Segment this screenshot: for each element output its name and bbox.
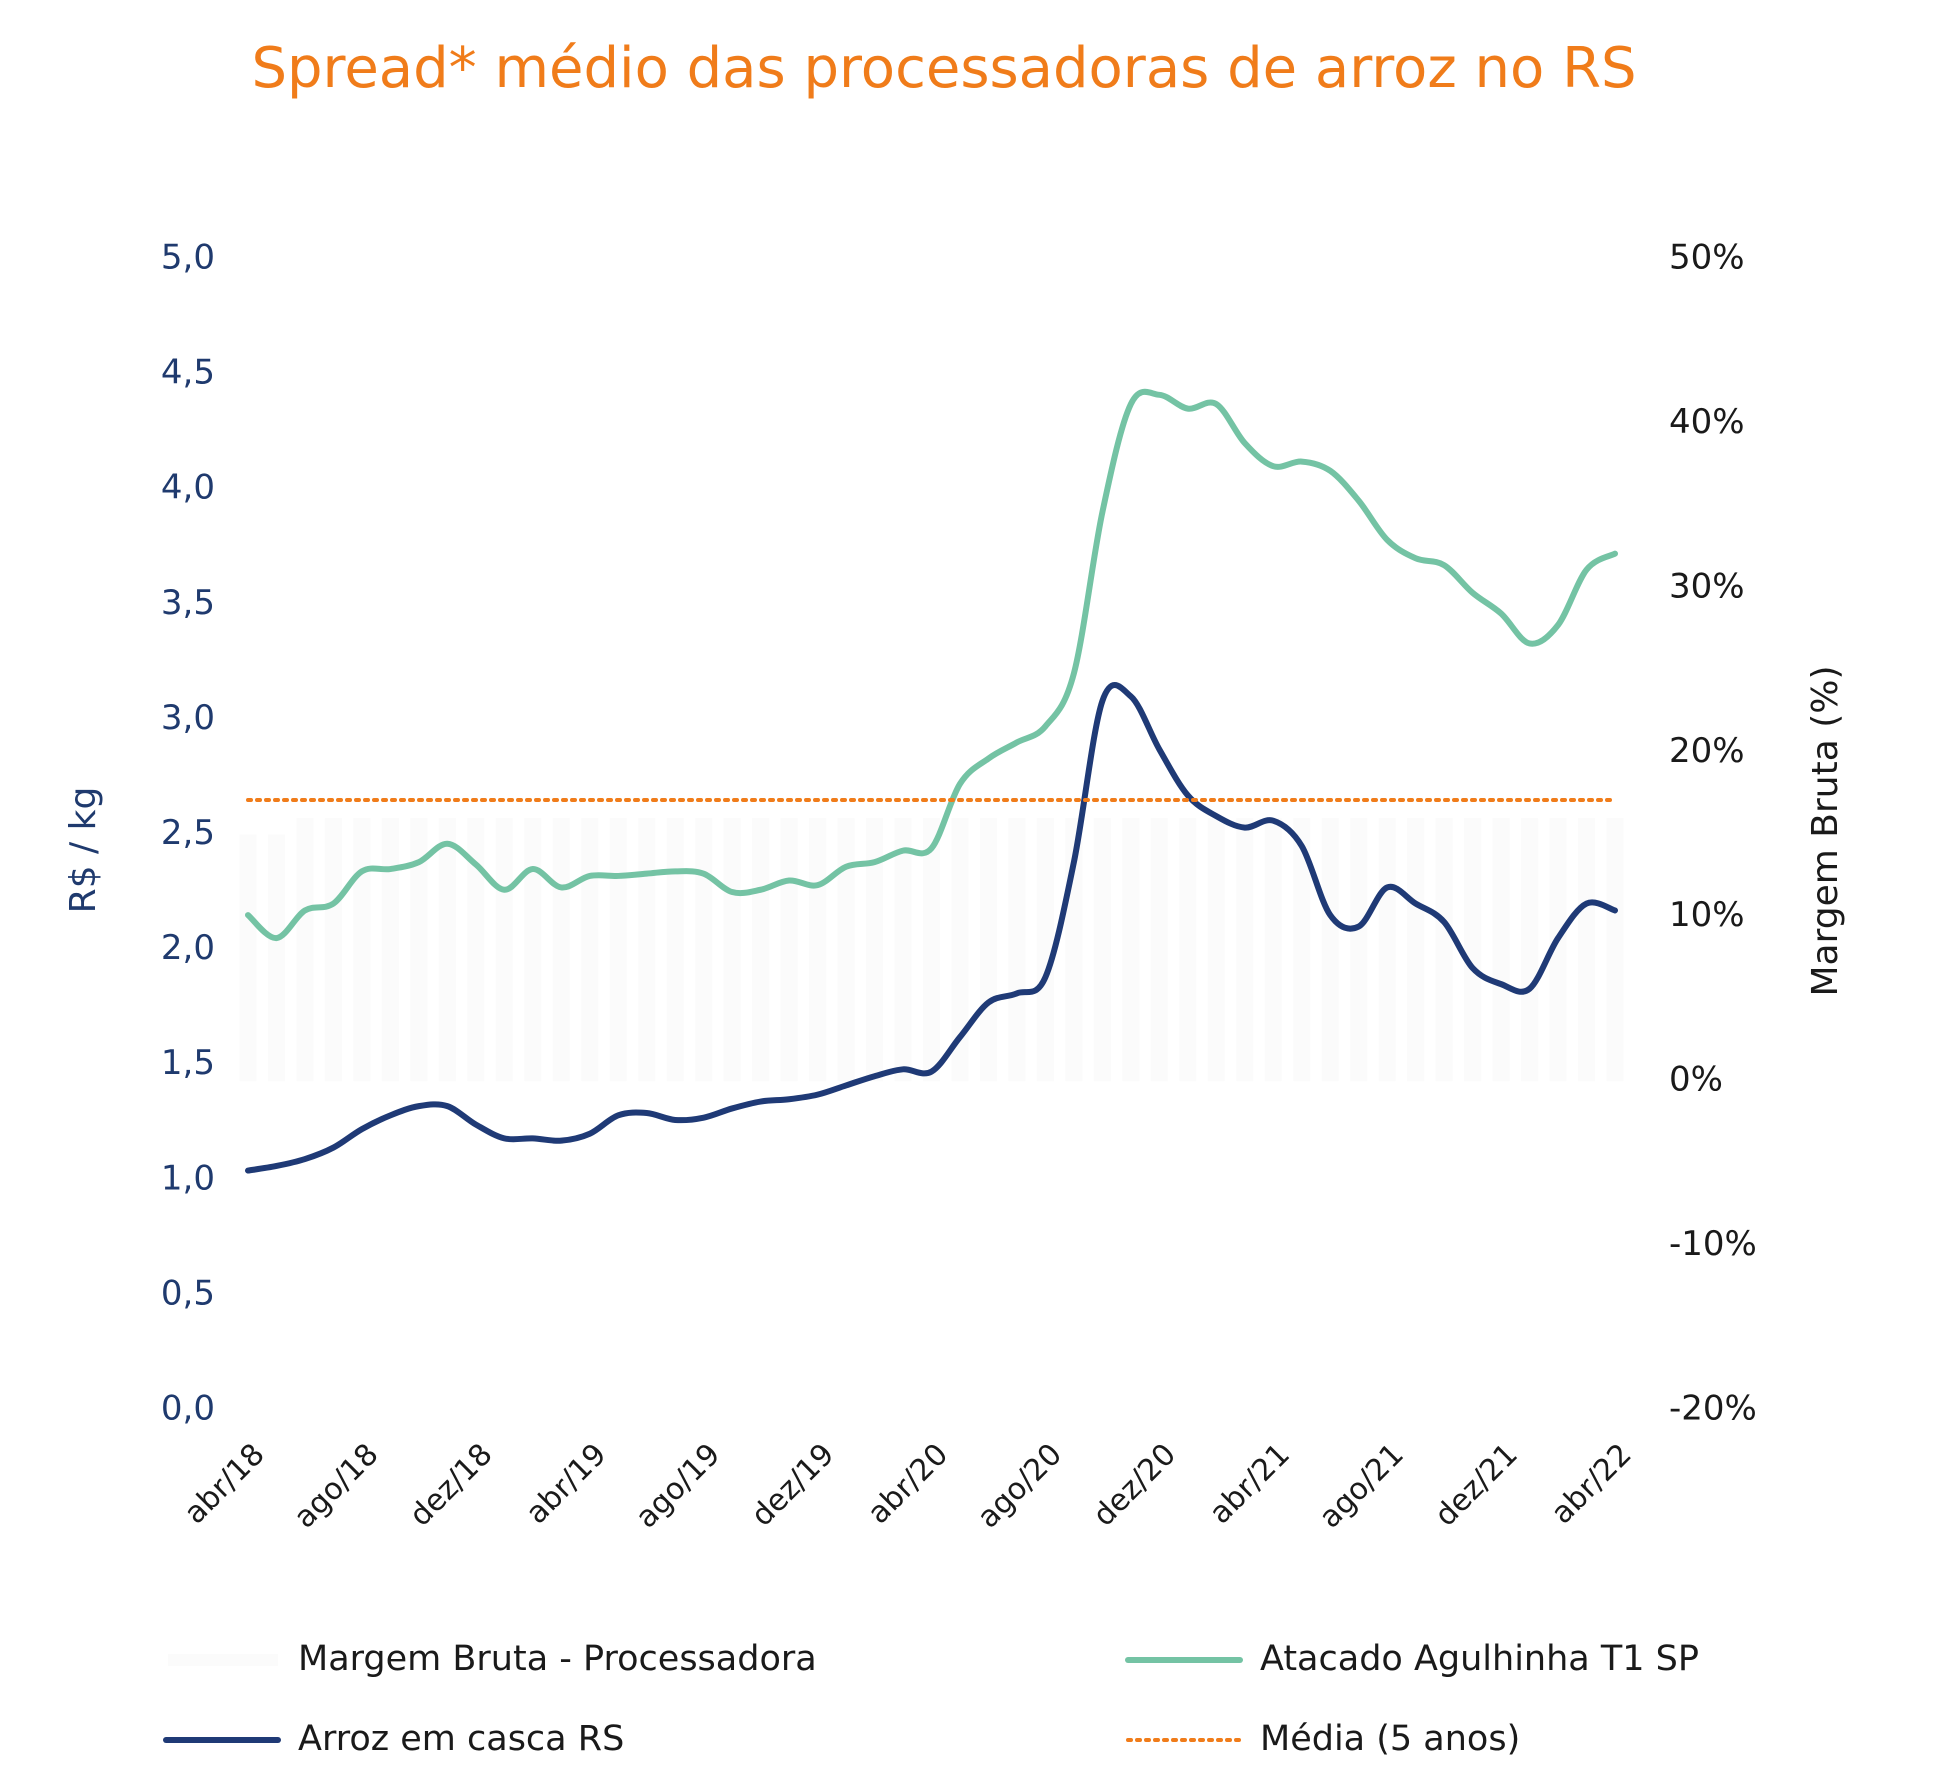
x-tick-label: dez/20 <box>1086 1437 1183 1534</box>
bar <box>438 818 456 1082</box>
bar <box>1293 818 1311 1082</box>
x-tick-label: abr/19 <box>519 1437 613 1531</box>
y-tick-label: 2,0 <box>161 928 215 968</box>
chart-title: Spread* médio das processadoras de arroz… <box>251 36 1636 101</box>
y2-tick-label: 20% <box>1669 731 1745 771</box>
bar <box>695 818 713 1082</box>
x-tick-label: ago/20 <box>971 1437 1069 1535</box>
y-tick-label: 4,5 <box>161 353 215 393</box>
bar <box>1008 818 1026 1082</box>
bar <box>1321 818 1339 1082</box>
bar <box>1122 818 1140 1082</box>
legend-label: Média (5 anos) <box>1260 1719 1520 1759</box>
bar <box>1577 818 1596 1082</box>
y2-tick-label: -10% <box>1669 1224 1757 1264</box>
bar <box>1407 818 1425 1082</box>
legend-swatch <box>168 1654 278 1666</box>
y-tick-label: 0,5 <box>161 1273 215 1313</box>
y2-tick-label: 50% <box>1669 238 1745 278</box>
bar <box>1521 818 1539 1082</box>
legend-label: Atacado Agulhinha T1 SP <box>1260 1639 1699 1679</box>
bar <box>1093 818 1111 1082</box>
y-tick-label: 4,0 <box>161 468 215 508</box>
line <box>245 682 1618 1174</box>
y2-axis-label: Margem Bruta (%) <box>1805 665 1846 996</box>
x-tick-label: abr/21 <box>1203 1437 1297 1531</box>
bar <box>723 818 741 1082</box>
bar <box>979 818 998 1082</box>
bar <box>1549 818 1567 1082</box>
bar <box>922 818 941 1082</box>
bar <box>324 818 342 1082</box>
y2-tick-label: 30% <box>1669 566 1745 606</box>
bar <box>752 818 770 1082</box>
bar <box>495 818 513 1082</box>
y2-tick-label: -20% <box>1669 1389 1757 1429</box>
x-tick-label: abr/18 <box>178 1437 272 1531</box>
x-tick-label: dez/18 <box>403 1437 500 1534</box>
x-tick-label: dez/19 <box>745 1437 842 1534</box>
bar <box>951 818 969 1082</box>
y2-tick-label: 10% <box>1669 895 1745 935</box>
bar <box>353 818 371 1082</box>
bar <box>1236 818 1254 1082</box>
x-tick-label: ago/19 <box>629 1437 727 1535</box>
bar <box>1179 818 1197 1082</box>
bar <box>837 818 855 1082</box>
x-tick-label: abr/22 <box>1545 1437 1639 1531</box>
x-tick-label: dez/21 <box>1428 1437 1525 1534</box>
bar <box>524 818 542 1082</box>
bar <box>1036 818 1054 1082</box>
bar <box>638 818 656 1082</box>
bar <box>894 818 912 1082</box>
bar <box>780 818 798 1082</box>
bar <box>552 818 570 1082</box>
x-tick-label: ago/18 <box>287 1437 385 1535</box>
bar <box>666 818 684 1082</box>
bar <box>1150 818 1168 1082</box>
bar <box>581 818 599 1082</box>
bar <box>381 818 399 1082</box>
y-tick-label: 2,5 <box>161 813 215 853</box>
y2-tick-label: 40% <box>1669 402 1745 442</box>
bar <box>1606 818 1624 1082</box>
y-axis-label: R$ / kg <box>63 787 104 914</box>
bar <box>1464 818 1482 1082</box>
y2-tick-label: 0% <box>1669 1060 1723 1100</box>
bar <box>809 818 827 1082</box>
legend-label: Margem Bruta - Processadora <box>298 1639 817 1679</box>
bar <box>467 818 485 1082</box>
bar <box>239 834 257 1082</box>
bar <box>1435 818 1453 1082</box>
bar <box>410 818 428 1082</box>
line <box>245 388 1618 942</box>
y-tick-label: 3,0 <box>161 698 215 738</box>
y-tick-label: 0,0 <box>161 1389 215 1429</box>
y-tick-label: 5,0 <box>161 238 215 278</box>
bar <box>267 834 286 1082</box>
bar <box>865 818 884 1082</box>
bar <box>1492 818 1510 1082</box>
legend-label: Arroz em casca RS <box>298 1719 624 1759</box>
x-tick-label: abr/20 <box>861 1437 955 1531</box>
bar <box>296 818 314 1082</box>
y-tick-label: 1,0 <box>161 1158 215 1198</box>
bar <box>1350 818 1368 1082</box>
x-tick-label: ago/21 <box>1313 1437 1411 1535</box>
bar <box>609 818 627 1082</box>
bar <box>1378 818 1396 1082</box>
y-tick-label: 3,5 <box>161 583 215 623</box>
y-tick-label: 1,5 <box>161 1043 215 1083</box>
bar <box>1264 818 1282 1082</box>
bar <box>1207 818 1225 1082</box>
